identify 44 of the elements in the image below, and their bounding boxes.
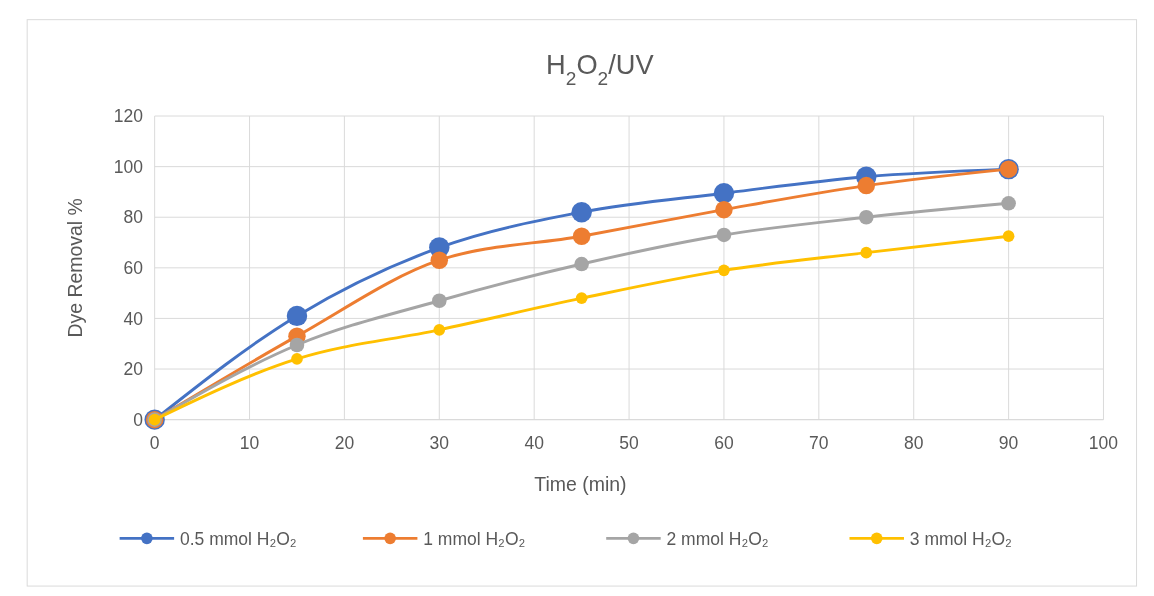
point — [858, 209, 874, 225]
x-tick-label: 50 — [619, 432, 640, 453]
point — [860, 246, 873, 259]
point — [433, 323, 446, 336]
x-tick-label: 90 — [998, 432, 1019, 453]
x-tick-label: 30 — [429, 432, 450, 453]
point — [572, 227, 591, 245]
x-tick-label: 70 — [809, 432, 829, 453]
y-tick-label: 20 — [123, 359, 144, 380]
x-tick-label: 80 — [903, 432, 924, 453]
legend-label: 1 mmol H₂O₂ — [423, 528, 526, 549]
point — [289, 337, 305, 353]
x-tick-label: 10 — [239, 432, 260, 453]
point — [718, 264, 730, 277]
point — [716, 227, 732, 243]
point — [430, 251, 449, 269]
point — [574, 256, 589, 272]
legend-label: 2 mmol H₂O₂ — [666, 528, 769, 549]
y-axis-title: Dye Removal % — [63, 198, 86, 338]
x-tick-label: 0 — [149, 432, 160, 453]
point — [1002, 230, 1015, 243]
y-tick-label: 100 — [113, 156, 144, 177]
y-tick-label: 80 — [123, 207, 144, 228]
legend-label: 3 mmol H₂O₂ — [909, 528, 1012, 549]
point — [715, 200, 733, 219]
legend-label: 0.5 mmol H₂O₂ — [179, 528, 297, 549]
point — [432, 293, 447, 309]
y-tick-label: 40 — [123, 308, 144, 329]
x-tick-label: 20 — [334, 432, 355, 453]
point — [1001, 196, 1016, 211]
point — [857, 176, 876, 195]
x-axis-title: Time (min) — [534, 472, 627, 495]
chart-title: H$_{2}$O$_{2}$/UV — [546, 49, 655, 89]
x-tick-label: 40 — [524, 432, 545, 453]
point — [713, 182, 735, 204]
point — [575, 292, 588, 305]
point — [571, 201, 592, 223]
y-tick-label: 120 — [113, 106, 144, 127]
x-tick-label: 60 — [714, 432, 734, 453]
x-tick-label: 100 — [1088, 432, 1119, 453]
y-tick-label: 0 — [133, 409, 144, 430]
y-tick-label: 60 — [123, 257, 144, 278]
point — [286, 305, 308, 327]
point — [291, 353, 303, 365]
